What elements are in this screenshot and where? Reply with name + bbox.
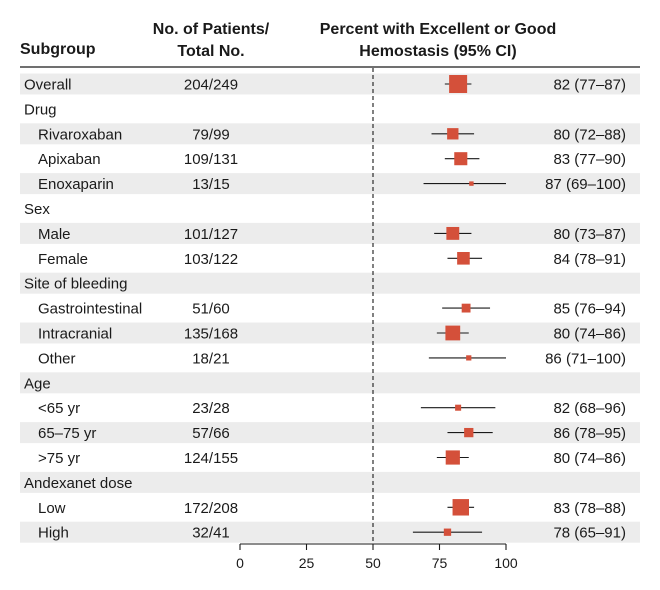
estimate-marker <box>457 252 470 265</box>
ci-value: 82 (68–96) <box>553 400 626 417</box>
group-label: Age <box>24 375 51 392</box>
row-shading <box>20 73 640 543</box>
row-shade <box>20 173 640 195</box>
patients-count: 109/131 <box>184 151 238 168</box>
estimate-marker <box>447 128 459 140</box>
ci-value: 82 (77–87) <box>553 77 626 94</box>
patients-count: 79/99 <box>192 126 230 143</box>
estimate-marker <box>446 226 460 240</box>
subgroup-label: Enoxaparin <box>38 176 114 193</box>
patients-count: 124/155 <box>184 450 238 467</box>
row-shade <box>20 322 640 344</box>
subgroup-label: Overall <box>24 77 72 94</box>
row-shade <box>20 471 640 493</box>
patients-count: 135/168 <box>184 326 238 343</box>
subgroup-label: Apixaban <box>38 151 101 168</box>
ci-value: 86 (71–100) <box>545 350 626 367</box>
patients-count: 23/28 <box>192 400 230 417</box>
header-percent-line2: Hemostasis (95% CI) <box>359 43 516 60</box>
estimate-marker <box>443 528 452 536</box>
ci-value: 83 (77–90) <box>553 151 626 168</box>
group-label: Andexanet dose <box>24 475 132 492</box>
patients-count: 103/122 <box>184 251 238 268</box>
x-tick-label: 75 <box>432 555 448 571</box>
subgroup-label: Other <box>38 350 76 367</box>
x-tick-label: 25 <box>299 555 315 571</box>
header-percent-line1: Percent with Excellent or Good <box>320 21 557 38</box>
patients-count: 101/127 <box>184 226 238 243</box>
x-tick-label: 50 <box>365 555 381 571</box>
x-tick-label: 100 <box>494 555 518 571</box>
ci-value: 80 (72–88) <box>553 126 626 143</box>
row-shade <box>20 372 640 394</box>
estimate-marker <box>452 499 470 516</box>
patients-count: 51/60 <box>192 301 230 318</box>
patients-count: 18/21 <box>192 350 230 367</box>
rows: Overall 204/249 82 (77–87) Drug Rivaroxaban 7… <box>24 77 626 542</box>
subgroup-label: 65–75 yr <box>38 425 96 442</box>
header-subgroup: Subgroup <box>20 41 96 58</box>
ci-value: 83 (78–88) <box>553 500 626 517</box>
estimate-marker <box>461 303 471 313</box>
estimate-marker <box>464 427 474 438</box>
ci-value: 78 (65–91) <box>553 525 626 542</box>
row-shade <box>20 272 640 294</box>
ci-value: 80 (73–87) <box>553 226 626 243</box>
header-patients-line2: Total No. <box>177 43 244 60</box>
row-shade <box>20 73 640 95</box>
subgroup-label: Male <box>38 226 71 243</box>
row-shade <box>20 422 640 444</box>
ci-value: 85 (76–94) <box>553 301 626 318</box>
estimate-marker <box>445 450 460 465</box>
subgroup-label: <65 yr <box>38 400 80 417</box>
row-shade <box>20 123 640 145</box>
patients-count: 32/41 <box>192 525 230 542</box>
subgroup-label: High <box>38 525 69 542</box>
ci-value: 86 (78–95) <box>553 425 626 442</box>
header-patients-line1: No. of Patients/ <box>153 21 270 38</box>
subgroup-label: Low <box>38 500 66 517</box>
ci-value: 87 (69–100) <box>545 176 626 193</box>
subgroup-label: Female <box>38 251 88 268</box>
patients-count: 13/15 <box>192 176 230 193</box>
group-label: Site of bleeding <box>24 276 127 293</box>
row-shade <box>20 222 640 244</box>
row-shade <box>20 521 640 543</box>
estimate-marker <box>469 181 474 186</box>
estimate-marker <box>445 325 461 341</box>
x-axis: 0 25 50 75 100 <box>236 543 518 571</box>
subgroup-label: >75 yr <box>38 450 80 467</box>
subgroup-label: Intracranial <box>38 326 112 343</box>
patients-count: 204/249 <box>184 77 238 94</box>
patients-count: 172/208 <box>184 500 238 517</box>
estimate-marker <box>455 404 462 411</box>
column-headers: Subgroup No. of Patients/ Total No. Perc… <box>20 21 556 60</box>
group-label: Sex <box>24 201 50 218</box>
subgroup-label: Rivaroxaban <box>38 126 122 143</box>
ci-value: 80 (74–86) <box>553 450 626 467</box>
estimates <box>412 75 506 536</box>
estimate-marker <box>454 152 468 166</box>
estimate-marker <box>449 75 468 93</box>
group-label: Drug <box>24 101 57 118</box>
ci-value: 80 (74–86) <box>553 326 626 343</box>
ci-value: 84 (78–91) <box>553 251 626 268</box>
patients-count: 57/66 <box>192 425 230 442</box>
subgroup-label: Gastrointestinal <box>38 301 142 318</box>
estimate-marker <box>466 355 472 361</box>
x-tick-label: 0 <box>236 555 244 571</box>
